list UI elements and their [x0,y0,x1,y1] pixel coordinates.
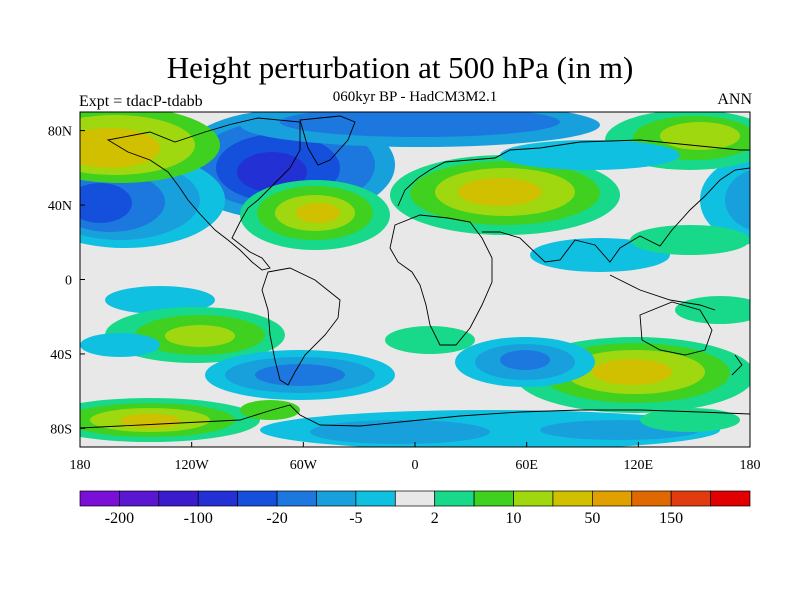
coast-north-america [106,117,301,271]
tropical-bands [105,225,750,324]
west-pacific-low [700,155,750,245]
y-tick-label: 0 [65,274,72,289]
pacific-midlat-low [80,333,160,357]
colorbar-swatch [316,490,357,507]
map-subtitle: 060kyr BP - HadCM3M2.1 [332,89,498,105]
x-tick-label: 60E [515,458,538,473]
colorbar-label: -20 [266,510,287,527]
colorbar-swatch [552,490,593,507]
colorbar-swatch [670,490,711,507]
colorbar-swatch [197,490,238,507]
coast-australia [639,301,713,356]
x-tick-label: 180 [70,458,91,473]
coast-antarctica [80,404,750,429]
south-atlantic-low [205,350,395,400]
coast-south-america [261,267,341,386]
y-tick-label: 80N [48,125,72,140]
y-tick-label: 40S [50,348,72,363]
coastlines [80,115,750,429]
x-axis-ticks: 180 120W 60W 0 60E 120E 180 [70,442,761,473]
colorbar-swatch [513,490,554,507]
colorbar-swatch [276,490,317,507]
colorbar-swatch [434,490,475,507]
colorbar: -200 -100 -20 -5 2 10 50 150 [79,490,751,527]
nw-atlantic-high [240,180,390,250]
coast-asia-south [482,167,750,263]
colorbar-swatch [237,490,278,507]
x-tick-label: 0 [412,458,419,473]
eurasia-high [390,155,620,235]
coast-africa [389,214,493,346]
colorbar-swatch [158,490,199,507]
south-indian-low [455,337,595,387]
alaska-high [80,112,220,183]
colorbar-swatch [119,490,160,507]
colorbar-label: -200 [105,510,134,527]
y-tick-label: 80S [50,422,72,437]
colorbar-swatch [473,490,514,507]
coast-maritime [609,274,716,311]
x-tick-label: 120W [175,458,210,473]
colorbar-swatch [79,490,120,507]
south-atlantic-mid-high [385,326,475,354]
map-title: Height perturbation at 500 hPa (in m) [166,50,634,85]
south-subpolar-low-band [240,400,740,447]
coast-europe [397,139,750,207]
colorbar-label: 2 [431,510,439,527]
y-tick-label: 40N [48,199,72,214]
colorbar-swatch [394,490,436,507]
y-axis-ticks: 80N 40N 0 40S 80S [48,125,85,437]
coast-greenland [299,115,356,166]
contour-fields [80,112,750,447]
colorbar-label: 150 [659,510,683,527]
experiment-label: Expt = tdacP-tdabb [79,93,203,110]
south-subpolar-high [80,398,260,442]
colorbar-label: 50 [584,510,600,527]
colorbar-label: 10 [506,510,522,527]
colorbar-label: -5 [349,510,362,527]
colorbar-swatch [710,490,751,507]
colorbar-swatch [592,490,633,507]
colorbar-swatch [631,490,672,507]
arctic-low-band [240,112,600,147]
x-tick-label: 60W [290,458,318,473]
colorbar-swatch [355,490,396,507]
x-tick-label: 180 [740,458,761,473]
x-tick-label: 120E [624,458,654,473]
coast-new-zealand [731,354,743,376]
map-panel [79,111,751,448]
colorbar-label: -100 [184,510,213,527]
eurasia-north-low [500,140,680,170]
season-label: ANN [717,91,752,108]
